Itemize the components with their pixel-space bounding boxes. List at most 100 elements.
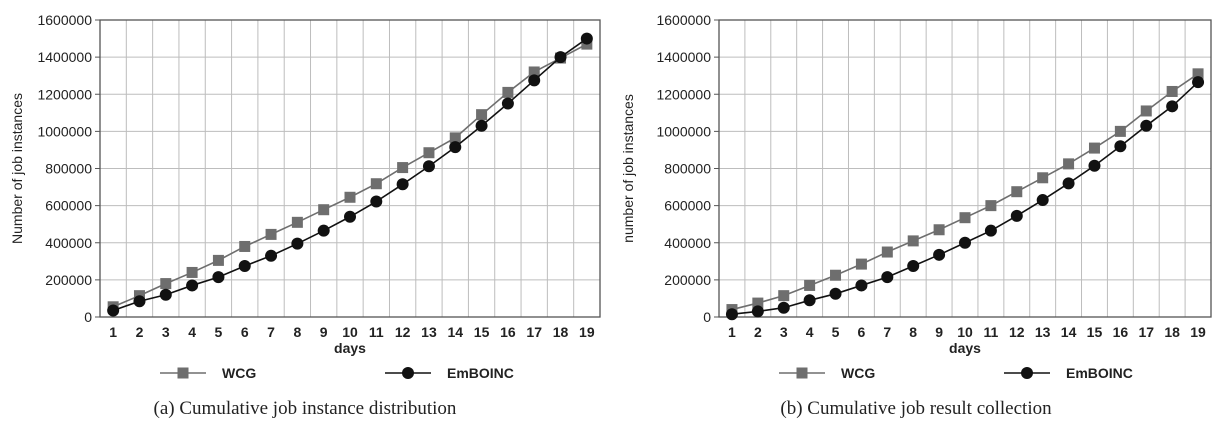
x-tick-label: 1 bbox=[728, 324, 736, 340]
data-point bbox=[959, 236, 971, 249]
data-point bbox=[1063, 158, 1075, 170]
data-point bbox=[554, 51, 567, 64]
x-axis-ticks: 1 2 3 4 5 6 7 8 9 10 11 12 13 14 15 16 17 18 19 bbox=[728, 324, 1206, 340]
data-point bbox=[1088, 159, 1101, 172]
x-tick-label: 16 bbox=[500, 324, 516, 340]
caption-a: (a) Cumulative job instance distribution bbox=[153, 398, 457, 419]
legend-marker bbox=[402, 367, 414, 379]
chart-b: 0 200000 400000 600000 800000 1000000 1200000 1… bbox=[620, 12, 1212, 381]
x-tick-label: 16 bbox=[1113, 324, 1129, 340]
legend-item: WCG bbox=[160, 365, 256, 381]
data-point bbox=[265, 249, 278, 262]
data-point bbox=[291, 237, 304, 250]
y-tick-label: 1600000 bbox=[37, 12, 92, 28]
x-tick-label: 2 bbox=[136, 324, 144, 340]
data-point bbox=[1037, 172, 1049, 184]
series-emboinc bbox=[725, 76, 1205, 321]
data-point bbox=[1140, 105, 1152, 117]
data-point bbox=[291, 216, 303, 228]
data-point bbox=[1062, 177, 1075, 190]
data-point bbox=[1011, 186, 1023, 198]
data-point bbox=[186, 279, 199, 292]
x-tick-label: 5 bbox=[832, 324, 840, 340]
x-tick-label: 12 bbox=[1009, 324, 1025, 340]
data-point bbox=[159, 288, 172, 301]
data-point bbox=[186, 266, 198, 278]
x-axis-label: days bbox=[334, 340, 366, 356]
data-point bbox=[933, 224, 945, 236]
x-tick-label: 5 bbox=[215, 324, 223, 340]
y-tick-label: 400000 bbox=[664, 235, 711, 251]
data-point bbox=[1166, 85, 1178, 97]
y-axis-label: number of job instances bbox=[620, 94, 636, 243]
data-point bbox=[344, 191, 356, 203]
data-point bbox=[318, 204, 330, 216]
x-tick-label: 17 bbox=[1138, 324, 1154, 340]
y-tick-label: 1200000 bbox=[656, 86, 711, 102]
data-point bbox=[422, 160, 435, 173]
data-point bbox=[1192, 68, 1204, 80]
x-tick-label: 13 bbox=[1035, 324, 1051, 340]
data-point bbox=[212, 271, 225, 284]
y-tick-label: 200000 bbox=[664, 272, 711, 288]
data-point bbox=[725, 308, 738, 321]
x-tick-label: 10 bbox=[342, 324, 358, 340]
x-tick-label: 6 bbox=[241, 324, 249, 340]
data-point bbox=[907, 235, 919, 247]
x-tick-label: 15 bbox=[474, 324, 490, 340]
y-tick-label: 1400000 bbox=[37, 49, 92, 65]
data-point bbox=[528, 74, 541, 87]
data-point bbox=[855, 279, 868, 292]
data-point bbox=[396, 178, 409, 191]
y-tick-label: 0 bbox=[84, 309, 92, 325]
data-point bbox=[160, 278, 172, 290]
data-point bbox=[752, 297, 764, 309]
y-tick-label: 1400000 bbox=[656, 49, 711, 65]
x-tick-label: 8 bbox=[293, 324, 301, 340]
x-tick-label: 8 bbox=[909, 324, 917, 340]
data-point bbox=[829, 287, 842, 300]
x-tick-label: 14 bbox=[447, 324, 463, 340]
x-tick-label: 9 bbox=[935, 324, 943, 340]
x-tick-label: 12 bbox=[395, 324, 411, 340]
y-tick-label: 600000 bbox=[45, 198, 92, 214]
data-point bbox=[370, 178, 382, 190]
data-point bbox=[265, 228, 277, 240]
x-tick-label: 11 bbox=[983, 324, 998, 340]
x-axis-label: days bbox=[949, 340, 981, 356]
data-point bbox=[238, 259, 251, 272]
x-tick-label: 4 bbox=[806, 324, 814, 340]
y-tick-label: 1000000 bbox=[37, 123, 92, 139]
data-point bbox=[1114, 140, 1127, 153]
data-point bbox=[804, 279, 816, 291]
x-tick-label: 15 bbox=[1087, 324, 1103, 340]
chart-panel-a: 0 200000 400000 600000 800000 1000000 1200000 1… bbox=[0, 0, 610, 436]
data-point bbox=[423, 147, 435, 159]
data-point bbox=[133, 295, 146, 308]
x-tick-label: 7 bbox=[267, 324, 275, 340]
legend-item: WCG bbox=[779, 365, 875, 381]
data-point bbox=[777, 301, 790, 314]
legend-marker bbox=[1021, 367, 1033, 379]
y-tick-label: 800000 bbox=[45, 161, 92, 177]
data-point bbox=[476, 109, 488, 121]
y-tick-label: 600000 bbox=[664, 198, 711, 214]
legend-item: EmBOINC bbox=[1004, 365, 1133, 381]
chart-panel-b: 0 200000 400000 600000 800000 1000000 1200000 1… bbox=[611, 0, 1221, 436]
data-point bbox=[449, 141, 462, 154]
data-point bbox=[528, 66, 540, 78]
data-point bbox=[475, 119, 488, 132]
data-point bbox=[107, 304, 120, 317]
x-tick-label: 14 bbox=[1061, 324, 1077, 340]
x-tick-label: 13 bbox=[421, 324, 437, 340]
data-point bbox=[502, 86, 514, 98]
data-point bbox=[1166, 100, 1179, 113]
data-point bbox=[855, 258, 867, 270]
y-axis-ticks: 0 200000 400000 600000 800000 1000000 1200000 1… bbox=[37, 12, 100, 325]
y-tick-label: 1200000 bbox=[37, 86, 92, 102]
y-tick-label: 1600000 bbox=[656, 12, 711, 28]
y-axis-ticks: 0 200000 400000 600000 800000 1000000 1200000 1… bbox=[656, 12, 719, 325]
legend-item: EmBOINC bbox=[385, 365, 514, 381]
legend: WCG EmBOINC bbox=[779, 365, 1133, 381]
data-point bbox=[239, 240, 251, 252]
